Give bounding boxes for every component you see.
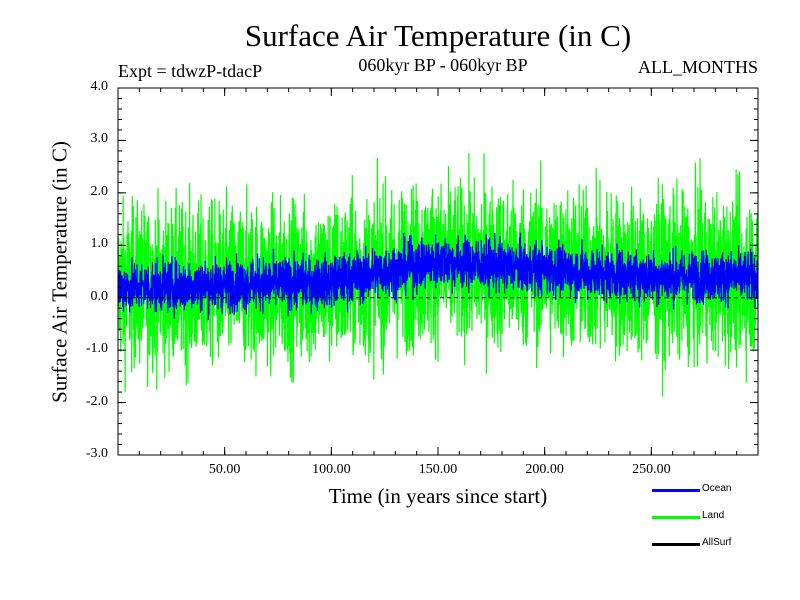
x-tick-label: 50.00 <box>208 462 241 477</box>
y-tick-label: 2.0 <box>90 183 109 199</box>
months-label: ALL_MONTHS <box>638 57 758 77</box>
legend-label-ocean: Ocean <box>702 483 732 494</box>
x-tick-label: 200.00 <box>525 462 564 477</box>
period-label: 060kyr BP - 060kyr BP <box>358 55 528 75</box>
y-tick-label: 1.0 <box>90 236 109 252</box>
legend-swatch-ocean <box>652 489 700 492</box>
legend-label-allsurf: AllSurf <box>702 537 732 548</box>
y-tick-label: -1.0 <box>85 341 108 357</box>
legend-label-land: Land <box>702 510 725 521</box>
y-tick-label: -2.0 <box>85 393 108 409</box>
y-tick-label: 4.0 <box>90 79 109 94</box>
y-tick-label: 0.0 <box>90 288 109 304</box>
x-axis-label: Time (in years since start) <box>328 484 548 508</box>
y-tick-label: -3.0 <box>85 446 108 461</box>
experiment-label: Expt = tdwzP-tdacP <box>118 61 263 81</box>
x-tick-label: 150.00 <box>418 462 458 477</box>
legend-swatch-allsurf <box>652 543 700 546</box>
y-tick-label: 3.0 <box>90 131 109 147</box>
series-line-ocean <box>118 232 758 321</box>
chart-title: Surface Air Temperature (in C) <box>244 18 632 53</box>
legend-swatch-land <box>652 516 700 519</box>
x-tick-label: 250.00 <box>632 462 671 477</box>
x-tick-label: 100.00 <box>312 462 351 477</box>
